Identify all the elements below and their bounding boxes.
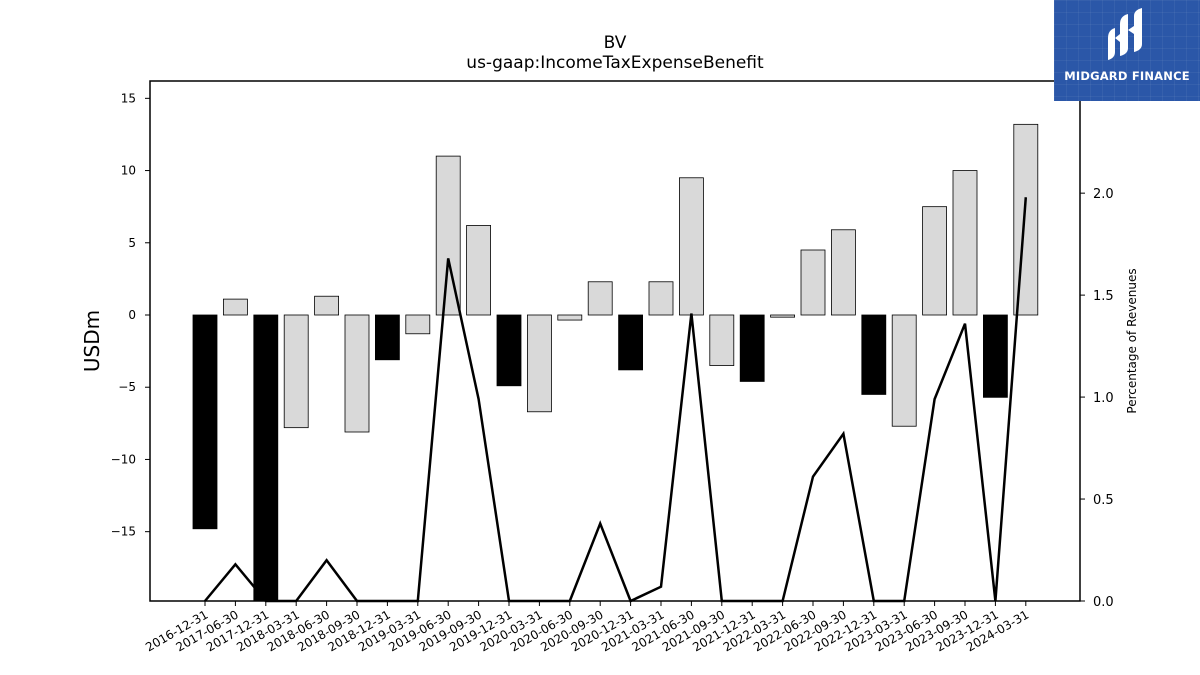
bar-2024-03-31: [1013, 123, 1039, 316]
y-right-tick-label: 0.5: [1093, 493, 1114, 508]
bar-2021-06-30: [679, 177, 704, 316]
bar-2018-03-31: [283, 314, 309, 429]
bar-2017-06-30: [222, 298, 248, 316]
logo-text: MIDGARD FINANCE: [1064, 69, 1190, 83]
chart-title: BV: [604, 33, 627, 53]
y-tick-label: 0: [128, 308, 136, 322]
bar-2018-09-30: [344, 314, 370, 433]
bar-2022-06-30: [800, 249, 826, 316]
bar-2019-03-31: [405, 314, 431, 335]
right-axis: 0.0 0.5 1.0 1.5 2.0: [1080, 187, 1114, 610]
bar-2022-03-31: [770, 314, 795, 318]
y-tick-label: −10: [111, 452, 136, 466]
bar-2019-06-30: [435, 155, 461, 316]
midgard-logo-icon: [1108, 8, 1142, 60]
bar-2022-12-31: [861, 314, 887, 395]
y-right-tick-label: 1.5: [1093, 289, 1114, 304]
bar-2020-12-31: [618, 314, 643, 371]
y-tick-label: −15: [111, 525, 136, 539]
bar-2016-12-31: [192, 314, 218, 530]
bar-2023-12-31: [983, 314, 1008, 398]
y-right-tick-label: 1.0: [1093, 391, 1114, 406]
plot-frame: [149, 80, 1081, 602]
y-axis-label: USDm: [80, 310, 104, 372]
bar-2019-09-30: [466, 225, 492, 316]
bar-2020-09-30: [587, 281, 613, 316]
bar-2023-03-31: [891, 314, 917, 427]
y-tick-label: 15: [121, 91, 136, 105]
bars-layer: [192, 123, 1039, 602]
y-axis-right-label: Percentage of Revenues: [1125, 268, 1139, 413]
bar-2018-12-31: [374, 314, 400, 361]
bar-2017-12-31: [253, 314, 279, 602]
midgard-finance-logo: MIDGARD FINANCE: [1054, 0, 1200, 101]
y-right-tick-label: 0.0: [1093, 595, 1114, 610]
bar-2018-06-30: [314, 295, 340, 316]
y-tick-label: 10: [121, 164, 136, 178]
bar-2023-06-30: [922, 206, 947, 316]
bar-2021-12-31: [739, 314, 765, 382]
bar-2020-03-31: [527, 314, 552, 413]
bar-2020-06-30: [557, 314, 583, 321]
left-axis: 15 10 5 0 −5 −10 −15: [111, 91, 150, 539]
bar-2021-03-31: [648, 281, 674, 316]
chart-subtitle: us-gaap:IncomeTaxExpenseBenefit: [466, 53, 764, 73]
y-right-tick-label: 2.0: [1093, 187, 1114, 202]
y-tick-label: −5: [118, 380, 136, 394]
y-tick-label: 5: [128, 236, 136, 250]
bar-2019-12-31: [496, 314, 522, 387]
bar-2023-09-30: [952, 170, 978, 316]
x-axis: 2016-12-312017-06-302017-12-312018-03-31…: [143, 601, 1031, 654]
bar-2021-09-30: [709, 314, 735, 366]
bar-2022-09-30: [831, 229, 856, 316]
